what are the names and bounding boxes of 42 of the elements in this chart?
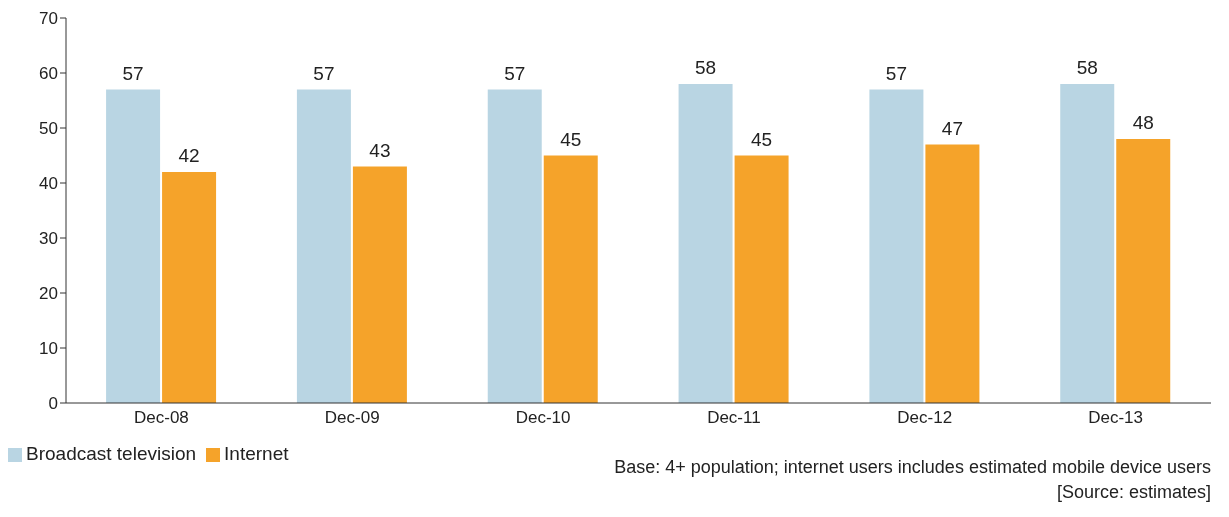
bar	[106, 89, 161, 403]
x-tick-label: Dec-10	[515, 408, 571, 428]
data-label: 45	[560, 128, 582, 150]
y-tick-label: 0	[48, 394, 58, 414]
data-label: 45	[751, 128, 773, 150]
data-label: 58	[695, 57, 717, 78]
y-tick-label: 70	[39, 9, 58, 29]
bar	[543, 155, 598, 403]
bar	[487, 89, 542, 403]
bar	[352, 166, 407, 403]
data-label: 57	[504, 62, 526, 84]
y-tick-label: 30	[39, 229, 58, 249]
y-tick-label: 60	[39, 64, 58, 84]
x-tick-label: Dec-11	[707, 408, 761, 428]
y-tick-label: 40	[39, 174, 58, 194]
data-label: 48	[1132, 112, 1154, 133]
data-label: 47	[941, 117, 963, 139]
bar	[162, 172, 217, 403]
bar	[1060, 84, 1115, 403]
data-label: 58	[1076, 57, 1098, 78]
y-tick-label: 50	[39, 119, 58, 139]
text: [Source: estimates]	[1055, 481, 1211, 504]
data-label: 43	[369, 139, 391, 161]
bar	[925, 144, 980, 403]
data-label: 57	[885, 62, 907, 84]
x-tick-label: Dec-08	[134, 408, 189, 428]
x-tick-label: Dec-12	[897, 408, 953, 428]
bar	[296, 89, 351, 403]
bar	[734, 155, 789, 403]
x-tick-label: Dec-09	[324, 408, 380, 428]
data-label: 57	[313, 62, 335, 84]
legend-label: Internet	[224, 443, 289, 464]
y-tick-label: 10	[39, 339, 58, 359]
data-label: 57	[122, 62, 144, 84]
bar	[678, 84, 733, 403]
legend-label: Broadcast television	[26, 443, 197, 464]
y-tick-label: 20	[39, 284, 58, 304]
x-tick-label: Dec-13	[1088, 408, 1143, 428]
bar	[1116, 139, 1171, 403]
bar	[869, 89, 924, 403]
text: Base: 4+ population; internet users includes estimated mobile device users	[614, 456, 1211, 479]
data-label: 42	[178, 145, 200, 166]
